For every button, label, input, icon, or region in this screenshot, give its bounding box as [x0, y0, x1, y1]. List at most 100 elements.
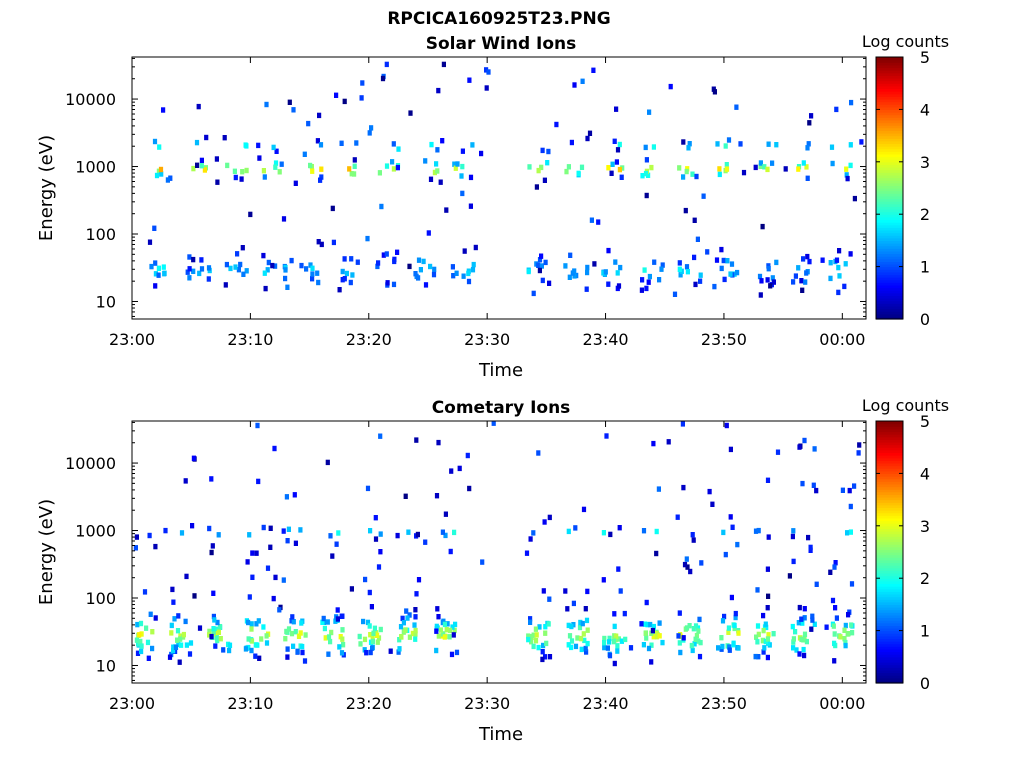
spectrogram-cell — [677, 260, 682, 266]
spectrogram-cell — [407, 634, 412, 640]
spectrogram-cell — [335, 607, 340, 613]
spectrogram-cell — [362, 636, 368, 643]
colorbar-segment — [876, 148, 903, 152]
colorbar-segment — [876, 261, 903, 265]
spectrogram-cell — [539, 164, 544, 171]
spectrogram-cell — [528, 536, 533, 542]
y-tick-label: 1000 — [75, 158, 116, 177]
spectrogram-cell — [831, 623, 836, 629]
spectrogram-cell — [371, 630, 376, 636]
colorbar-segment — [876, 431, 903, 435]
spectrogram-cell — [675, 514, 680, 520]
spectrogram-cell — [694, 632, 699, 639]
spectrogram-cell — [719, 635, 724, 641]
spectrogram-cell — [325, 459, 330, 466]
spectrogram-cell — [849, 622, 854, 628]
spectrogram-cell — [384, 61, 389, 68]
spectrogram-cell — [283, 275, 288, 282]
spectrogram-cell — [724, 422, 729, 429]
spectrogram-cell — [572, 268, 577, 274]
spectrogram-cell — [758, 160, 763, 166]
spectrogram-cell — [289, 257, 294, 264]
spectrogram-cell — [672, 291, 678, 297]
spectrogram-cell — [649, 642, 654, 648]
spectrogram-cell — [579, 164, 585, 170]
spectrogram-cell — [668, 83, 673, 90]
spectrogram-cell — [528, 634, 533, 640]
spectrogram-cell — [199, 257, 204, 263]
spectrogram-cell — [328, 533, 333, 539]
spectrogram-cell — [765, 166, 770, 173]
spectrogram-cell — [416, 275, 421, 281]
spectrogram-cell — [766, 266, 771, 272]
spectrogram-cell — [336, 530, 341, 536]
spectrogram-cell — [596, 219, 601, 225]
spectrogram-cell — [341, 642, 346, 648]
spectrogram-cell — [859, 139, 864, 145]
spectrogram-cell — [694, 173, 699, 180]
spectrogram-cell — [842, 283, 847, 290]
spectrogram-cell — [285, 284, 290, 290]
spectrogram-cell — [660, 639, 665, 646]
spectrogram-cell — [316, 279, 321, 286]
colorbar-segment — [876, 232, 903, 236]
spectrogram-cell — [179, 530, 185, 536]
spectrogram-cell — [265, 565, 271, 571]
spectrogram-cell — [848, 142, 853, 148]
colorbar-segment — [876, 106, 903, 110]
colorbar-segment — [876, 635, 903, 640]
spectrogram-cell — [543, 624, 548, 630]
spectrogram-cell — [256, 478, 261, 485]
spectrogram-cell — [406, 529, 411, 535]
spectrogram-cell — [612, 660, 617, 667]
spectrogram-cell — [760, 637, 766, 644]
colorbar-segment — [876, 578, 903, 582]
spectrogram-cell — [735, 269, 740, 276]
spectrogram-cell — [399, 634, 404, 640]
spectrogram-cell — [583, 645, 588, 652]
colorbar-tick-label: 4 — [920, 100, 930, 119]
colorbar-segment — [876, 64, 903, 69]
spectrogram-cell — [354, 140, 359, 146]
colorbar-tick-label: 3 — [920, 517, 930, 536]
spectrogram-cell — [568, 252, 573, 258]
colorbar-segment — [876, 441, 903, 446]
spectrogram-cell — [358, 641, 363, 647]
spectrogram-cell — [531, 530, 536, 536]
spectrogram-cell — [643, 144, 648, 151]
colorbar-segment — [876, 460, 903, 464]
spectrogram-cell — [460, 148, 465, 154]
spectrogram-cell — [471, 261, 476, 268]
spectrogram-cell — [215, 619, 220, 626]
spectrogram-cell — [370, 645, 375, 651]
colorbar-segment — [876, 507, 903, 511]
spectrogram-cell — [802, 437, 807, 444]
colorbar-segment — [876, 504, 903, 509]
colorbar-segment — [876, 211, 903, 215]
spectrogram-cell — [444, 627, 449, 633]
x-tick-label: 23:10 — [227, 330, 273, 349]
colorbar-segment — [876, 284, 903, 289]
spectrogram-cell — [547, 596, 552, 602]
colorbar-segment — [876, 552, 903, 556]
spectrogram-cell — [376, 564, 382, 570]
spectrogram-cell — [537, 624, 542, 630]
spectrogram-cell — [172, 616, 177, 622]
colorbar-segment — [876, 586, 903, 590]
spectrogram-cell — [268, 544, 273, 550]
spectrogram-cell — [578, 619, 583, 626]
spectrogram-cell — [470, 267, 476, 273]
spectrogram-cell — [265, 267, 270, 273]
spectrogram-cell — [299, 262, 304, 269]
colorbar-segment — [876, 470, 903, 474]
spectrogram-cell — [569, 644, 574, 651]
spectrogram-cell — [153, 260, 158, 266]
spectrogram-cell — [401, 620, 406, 626]
spectrogram-cell — [677, 610, 682, 616]
spectrogram-cell — [395, 164, 400, 171]
spectrogram-cell — [408, 110, 413, 116]
spectrogram-cell — [207, 628, 212, 635]
spectrogram-cell — [361, 618, 366, 625]
spectrogram-cell — [537, 267, 542, 274]
